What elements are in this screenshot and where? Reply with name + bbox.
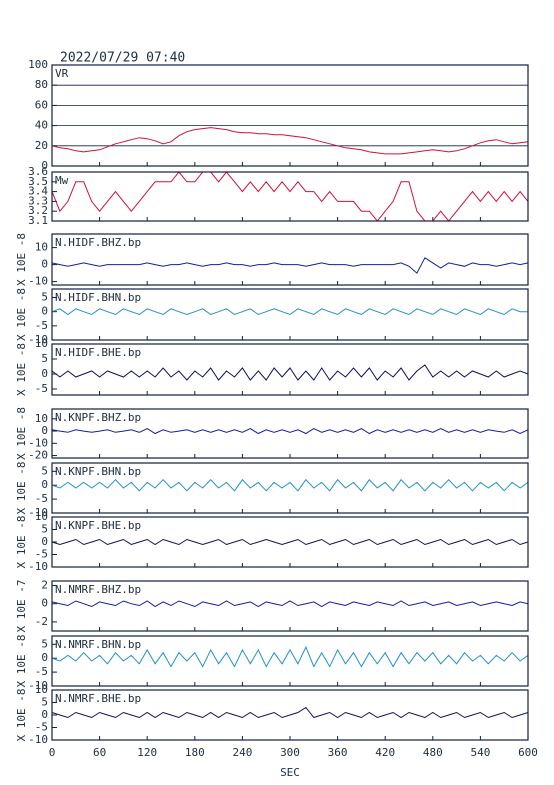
y-tick-label: 3.4: [28, 185, 48, 198]
x-tick-label: 0: [49, 746, 56, 759]
y-tick-label: -10: [28, 275, 48, 288]
y-tick-label: 0: [41, 478, 48, 491]
chart-title: 2022/07/29 07:40: [60, 51, 185, 66]
x-tick-label: 60: [93, 746, 106, 759]
y-tick-label: 5: [41, 291, 48, 304]
y-tick-label: 0: [41, 597, 48, 610]
x-tick-label: 420: [375, 746, 395, 759]
panel-label: N.NMRF.BHN.bp: [55, 638, 141, 651]
trace: [51, 257, 529, 274]
y-tick-label: -20: [28, 449, 48, 462]
y-axis-label: X 10E -8: [15, 407, 28, 460]
y-tick-label: 3.1: [28, 214, 48, 227]
y-tick-label: 3.2: [28, 204, 48, 217]
panel-label: Mw: [55, 174, 69, 187]
y-tick-label: -10: [28, 560, 48, 573]
y-tick-label: 10: [35, 241, 48, 254]
x-tick-label: 300: [280, 746, 300, 759]
trace: [51, 308, 528, 316]
trace: [51, 645, 529, 668]
trace: [51, 706, 529, 719]
y-axis-label: X 10E -8: [15, 689, 28, 742]
y-tick-label: 5: [41, 637, 48, 650]
y-tick-label: 100: [28, 58, 48, 71]
y-tick-label: 10: [35, 412, 48, 425]
y-tick-label: 0: [41, 424, 48, 437]
panel-label: N.HIDF.BHZ.bp: [55, 236, 141, 249]
y-tick-label: 0: [41, 708, 48, 721]
y-tick-label: -10: [28, 679, 48, 692]
y-tick-label: 0: [41, 651, 48, 664]
y-tick-label: 40: [35, 119, 48, 132]
panel-label: N.HIDF.BHE.bp: [55, 346, 141, 359]
y-axis-label: X 10E -8: [15, 233, 28, 286]
panel-label: N.NMRF.BHE.bp: [55, 692, 141, 705]
y-tick-label: 60: [35, 98, 48, 111]
trace: [51, 600, 529, 608]
y-tick-label: -5: [35, 382, 48, 395]
y-axis-label: X 10E -8: [15, 343, 28, 396]
y-tick-label: 5: [41, 523, 48, 536]
y-tick-label: -10: [28, 733, 48, 746]
y-tick-label: -5: [35, 665, 48, 678]
y-tick-label: -10: [28, 506, 48, 519]
trace: [51, 127, 529, 155]
trace: [51, 478, 529, 492]
y-tick-label: 10: [35, 683, 48, 696]
y-tick-label: -5: [35, 492, 48, 505]
x-tick-label: 180: [185, 746, 205, 759]
y-tick-label: 5: [41, 464, 48, 477]
y-tick-label: 3.3: [28, 194, 48, 207]
y-tick-label: 0: [41, 258, 48, 271]
y-tick-label: 3.5: [28, 175, 48, 188]
y-tick-label: 0: [41, 367, 48, 380]
y-tick-label: -5: [35, 548, 48, 561]
y-tick-label: 0: [41, 535, 48, 548]
panel-label: N.HIDF.BHN.bp: [55, 291, 141, 304]
y-tick-label: 5: [41, 696, 48, 709]
panel-label: N.NMRF.BHZ.bp: [55, 583, 141, 596]
y-tick-label: -5: [35, 721, 48, 734]
y-tick-label: -2: [35, 615, 48, 628]
x-tick-label: 360: [328, 746, 348, 759]
x-tick-label: 120: [137, 746, 157, 759]
y-tick-label: 80: [35, 78, 48, 91]
y-tick-label: 10: [35, 510, 48, 523]
y-tick-label: 10: [35, 337, 48, 350]
x-tick-label: 240: [232, 746, 252, 759]
panel-label: N.KNPF.BHE.bp: [55, 519, 141, 532]
panel-label: N.KNPF.BHZ.bp: [55, 411, 141, 424]
y-tick-label: 3.6: [28, 165, 48, 178]
y-axis-label: X 10E -8: [15, 516, 28, 569]
y-axis-label: X 10E -8: [15, 635, 28, 688]
y-tick-label: -5: [35, 319, 48, 332]
y-axis-label: X 10E -8: [15, 288, 28, 341]
y-tick-label: 5: [41, 352, 48, 365]
y-axis-label: X 10E -8: [15, 462, 28, 515]
trace: [51, 171, 529, 222]
y-axis-label: X 10E -7: [15, 580, 28, 633]
x-tick-label: 480: [423, 746, 443, 759]
y-tick-label: 0: [41, 305, 48, 318]
panel-label: VR: [55, 67, 69, 80]
y-tick-label: -10: [28, 333, 48, 346]
x-tick-label: 600: [518, 746, 538, 759]
x-axis-label: SEC: [280, 766, 300, 779]
trace: [51, 428, 529, 435]
x-tick-label: 540: [470, 746, 490, 759]
y-tick-label: 0: [41, 159, 48, 172]
panel-label: N.KNPF.BHN.bp: [55, 465, 141, 478]
trace: [51, 538, 529, 546]
y-tick-label: 2: [41, 579, 48, 592]
panel-frame: [51, 171, 529, 222]
y-tick-label: 20: [35, 139, 48, 152]
trace: [51, 364, 529, 381]
y-tick-label: -10: [28, 436, 48, 449]
